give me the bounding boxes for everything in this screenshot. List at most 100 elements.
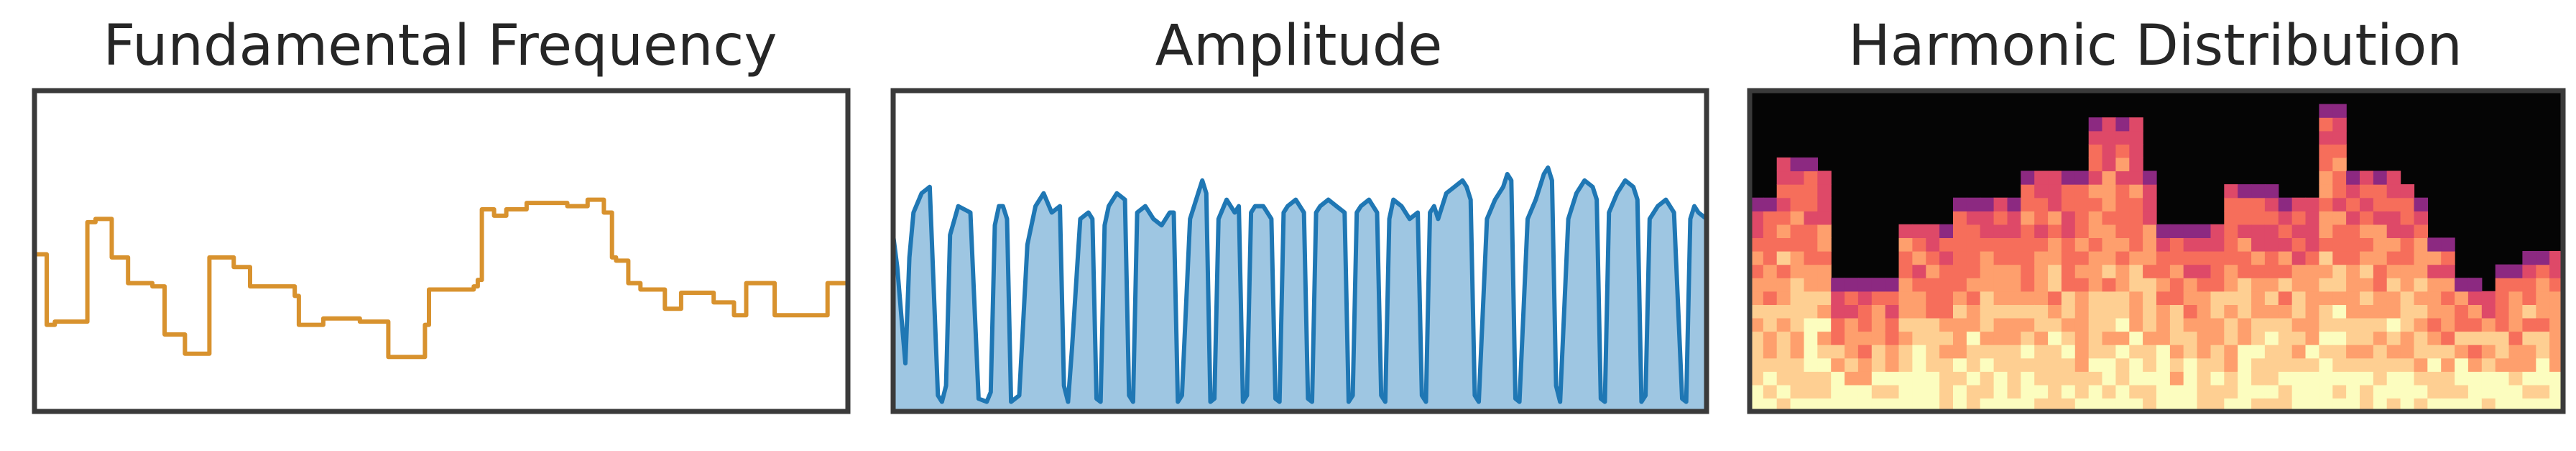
heatmap-cell xyxy=(2238,291,2252,305)
heatmap-cell xyxy=(2386,224,2401,238)
heatmap-cell xyxy=(2536,291,2550,305)
heatmap-cell xyxy=(1845,371,1859,386)
heatmap-cell xyxy=(2455,317,2469,332)
heatmap-cell xyxy=(2102,170,2116,185)
heatmap-cell xyxy=(2360,357,2374,372)
heatmap-cell xyxy=(2251,184,2266,199)
heatmap-cell xyxy=(2074,264,2090,278)
heatmap-cell xyxy=(2373,211,2388,225)
heatmap-cell xyxy=(2102,278,2116,292)
heatmap-cell xyxy=(2291,398,2307,412)
heatmap-cell xyxy=(2346,237,2360,252)
heatmap-cell xyxy=(2522,304,2536,319)
heatmap-cell xyxy=(2508,304,2523,319)
heatmap-cell xyxy=(2238,384,2252,398)
heatmap-cell xyxy=(1966,345,1981,359)
heatmap-cell xyxy=(1898,278,1913,292)
heatmap-cell xyxy=(1763,357,1778,372)
heatmap-cell xyxy=(2102,117,2116,132)
heatmap-cell xyxy=(2549,398,2564,412)
heatmap-cell xyxy=(2061,170,2076,185)
heatmap-cell xyxy=(2481,384,2496,398)
heatmap-cell xyxy=(2021,317,2035,332)
heatmap-cell xyxy=(1763,317,1778,332)
heatmap-cell xyxy=(1804,170,1818,185)
heatmap-cell xyxy=(2115,384,2130,398)
heatmap-cell xyxy=(1857,371,1873,386)
heatmap-cell xyxy=(1776,264,1791,278)
heatmap-cell xyxy=(2007,251,2021,265)
heatmap-cell xyxy=(2441,398,2455,412)
heatmap-cell xyxy=(1993,384,2008,398)
heatmap-cell xyxy=(2088,398,2103,412)
heatmap-cell xyxy=(2129,331,2143,345)
heatmap-cell xyxy=(2264,264,2279,278)
heatmap-cell xyxy=(1790,264,1805,278)
heatmap-cell xyxy=(1885,317,1900,332)
heatmap-cell xyxy=(1898,398,1913,412)
heatmap-cell xyxy=(1912,304,1926,319)
heatmap-cell xyxy=(2238,278,2252,292)
heatmap-cell xyxy=(2102,345,2116,359)
heatmap-cell xyxy=(2210,304,2225,319)
heatmap-cell xyxy=(1817,264,1832,278)
heatmap-cell xyxy=(2224,251,2238,265)
heatmap-cell xyxy=(2373,170,2388,185)
heatmap-cell xyxy=(2224,264,2238,278)
heatmap-cell xyxy=(2102,264,2116,278)
heatmap-cell xyxy=(2007,384,2021,398)
heatmap-cell xyxy=(2251,304,2266,319)
heatmap-cell xyxy=(1966,398,1981,412)
heatmap-cell xyxy=(2305,304,2319,319)
heatmap-cell xyxy=(2048,184,2062,199)
heatmap-cell xyxy=(1953,304,1967,319)
heatmap-cell xyxy=(2522,291,2536,305)
heatmap-cell xyxy=(2115,398,2130,412)
heatmap-cell xyxy=(1980,357,1995,372)
heatmap-cell xyxy=(2346,264,2360,278)
heatmap-cell xyxy=(2264,224,2279,238)
heatmap-cell xyxy=(1953,345,1967,359)
heatmap-cell xyxy=(1817,345,1832,359)
heatmap-cell xyxy=(2414,384,2428,398)
heatmap-cell xyxy=(2197,291,2212,305)
heatmap-cell xyxy=(2021,398,2035,412)
heatmap-cell xyxy=(1750,331,1764,345)
heatmap-cell xyxy=(2414,345,2428,359)
heatmap-cell xyxy=(2224,211,2238,225)
heatmap-cell xyxy=(2007,237,2021,252)
heatmap-cell xyxy=(2332,157,2347,172)
heatmap-cell xyxy=(2061,251,2076,265)
heatmap-cell xyxy=(2522,384,2536,398)
heatmap-cell xyxy=(2386,197,2401,211)
heatmap-cell xyxy=(2386,371,2401,386)
heatmap-cell xyxy=(2414,264,2428,278)
heatmap-cell xyxy=(2455,278,2469,292)
heatmap-cell xyxy=(2251,357,2266,372)
heatmap-cell xyxy=(2278,237,2293,252)
heatmap-cell xyxy=(2360,251,2374,265)
heatmap-cell xyxy=(1750,371,1764,386)
heatmap-cell xyxy=(2156,264,2171,278)
heatmap-cell xyxy=(1845,291,1859,305)
heatmap-cell xyxy=(2264,345,2279,359)
heatmap-cell xyxy=(1898,224,1913,238)
heatmap-cell xyxy=(2074,357,2090,372)
heatmap-cell xyxy=(2074,211,2090,225)
heatmap-cell xyxy=(2495,264,2510,278)
heatmap-cell xyxy=(2346,371,2360,386)
heatmap-cell xyxy=(2129,130,2143,145)
heatmap-cell xyxy=(2373,317,2388,332)
heatmap-cell xyxy=(2251,278,2266,292)
heatmap-cell xyxy=(1912,278,1926,292)
heatmap-cell xyxy=(2455,304,2469,319)
heatmap-cell xyxy=(2061,291,2076,305)
heatmap-cell xyxy=(2061,224,2076,238)
heatmap-cell xyxy=(1831,384,1845,398)
heatmap-cell xyxy=(2549,345,2564,359)
heatmap-cell xyxy=(2129,317,2143,332)
heatmap-cell xyxy=(1926,398,1940,412)
heatmap-cell xyxy=(1763,331,1778,345)
heatmap-cell xyxy=(2508,357,2523,372)
heatmap-cell xyxy=(2088,371,2103,386)
